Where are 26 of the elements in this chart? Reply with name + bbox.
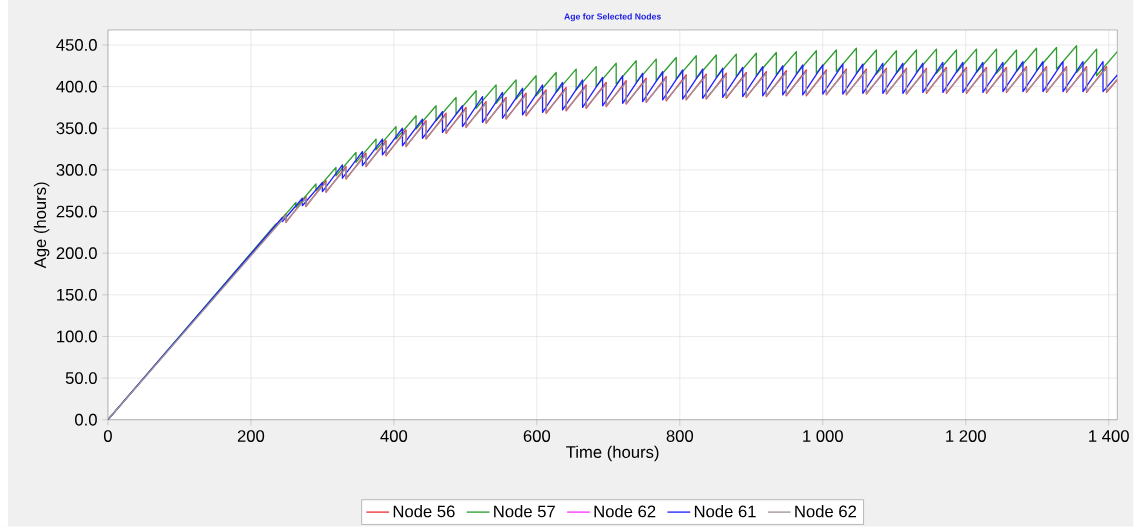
x-tick-label: 800 (666, 430, 694, 443)
legend-label: Node 62 (795, 505, 857, 518)
y-tick-label: 250.0 (56, 205, 97, 218)
y-tick-label: 350.0 (56, 122, 97, 135)
x-tick-label: 1 000 (803, 430, 843, 443)
legend-label: Node 56 (393, 505, 455, 518)
y-tick-label: 300.0 (56, 164, 97, 176)
y-tick-label: 0.0 (75, 414, 97, 426)
legend-label: Node 57 (494, 505, 555, 518)
x-tick-label: 0 (103, 430, 112, 443)
x-tick-label: 400 (380, 430, 408, 443)
y-tick-label: 150.0 (57, 289, 97, 301)
x-tick-label: 1 400 (1089, 430, 1129, 443)
x-tick-label: 1 200 (946, 430, 986, 443)
y-tick-label: 400.0 (56, 80, 97, 93)
y-tick-label: 450.0 (56, 39, 97, 52)
legend-label: Node 61 (694, 505, 756, 518)
chart-title: Age for Selected Nodes (564, 13, 661, 22)
y-tick-label: 50.0 (65, 372, 97, 385)
x-axis-title: Time (hours) (566, 445, 659, 462)
y-tick-label: 200.0 (56, 247, 97, 260)
x-tick-label: 600 (523, 430, 551, 443)
x-tick-label: 200 (237, 430, 265, 443)
y-axis-title: Age (hours) (33, 182, 50, 269)
y-tick-label: 100.0 (57, 330, 97, 343)
legend-label: Node 62 (594, 505, 656, 518)
